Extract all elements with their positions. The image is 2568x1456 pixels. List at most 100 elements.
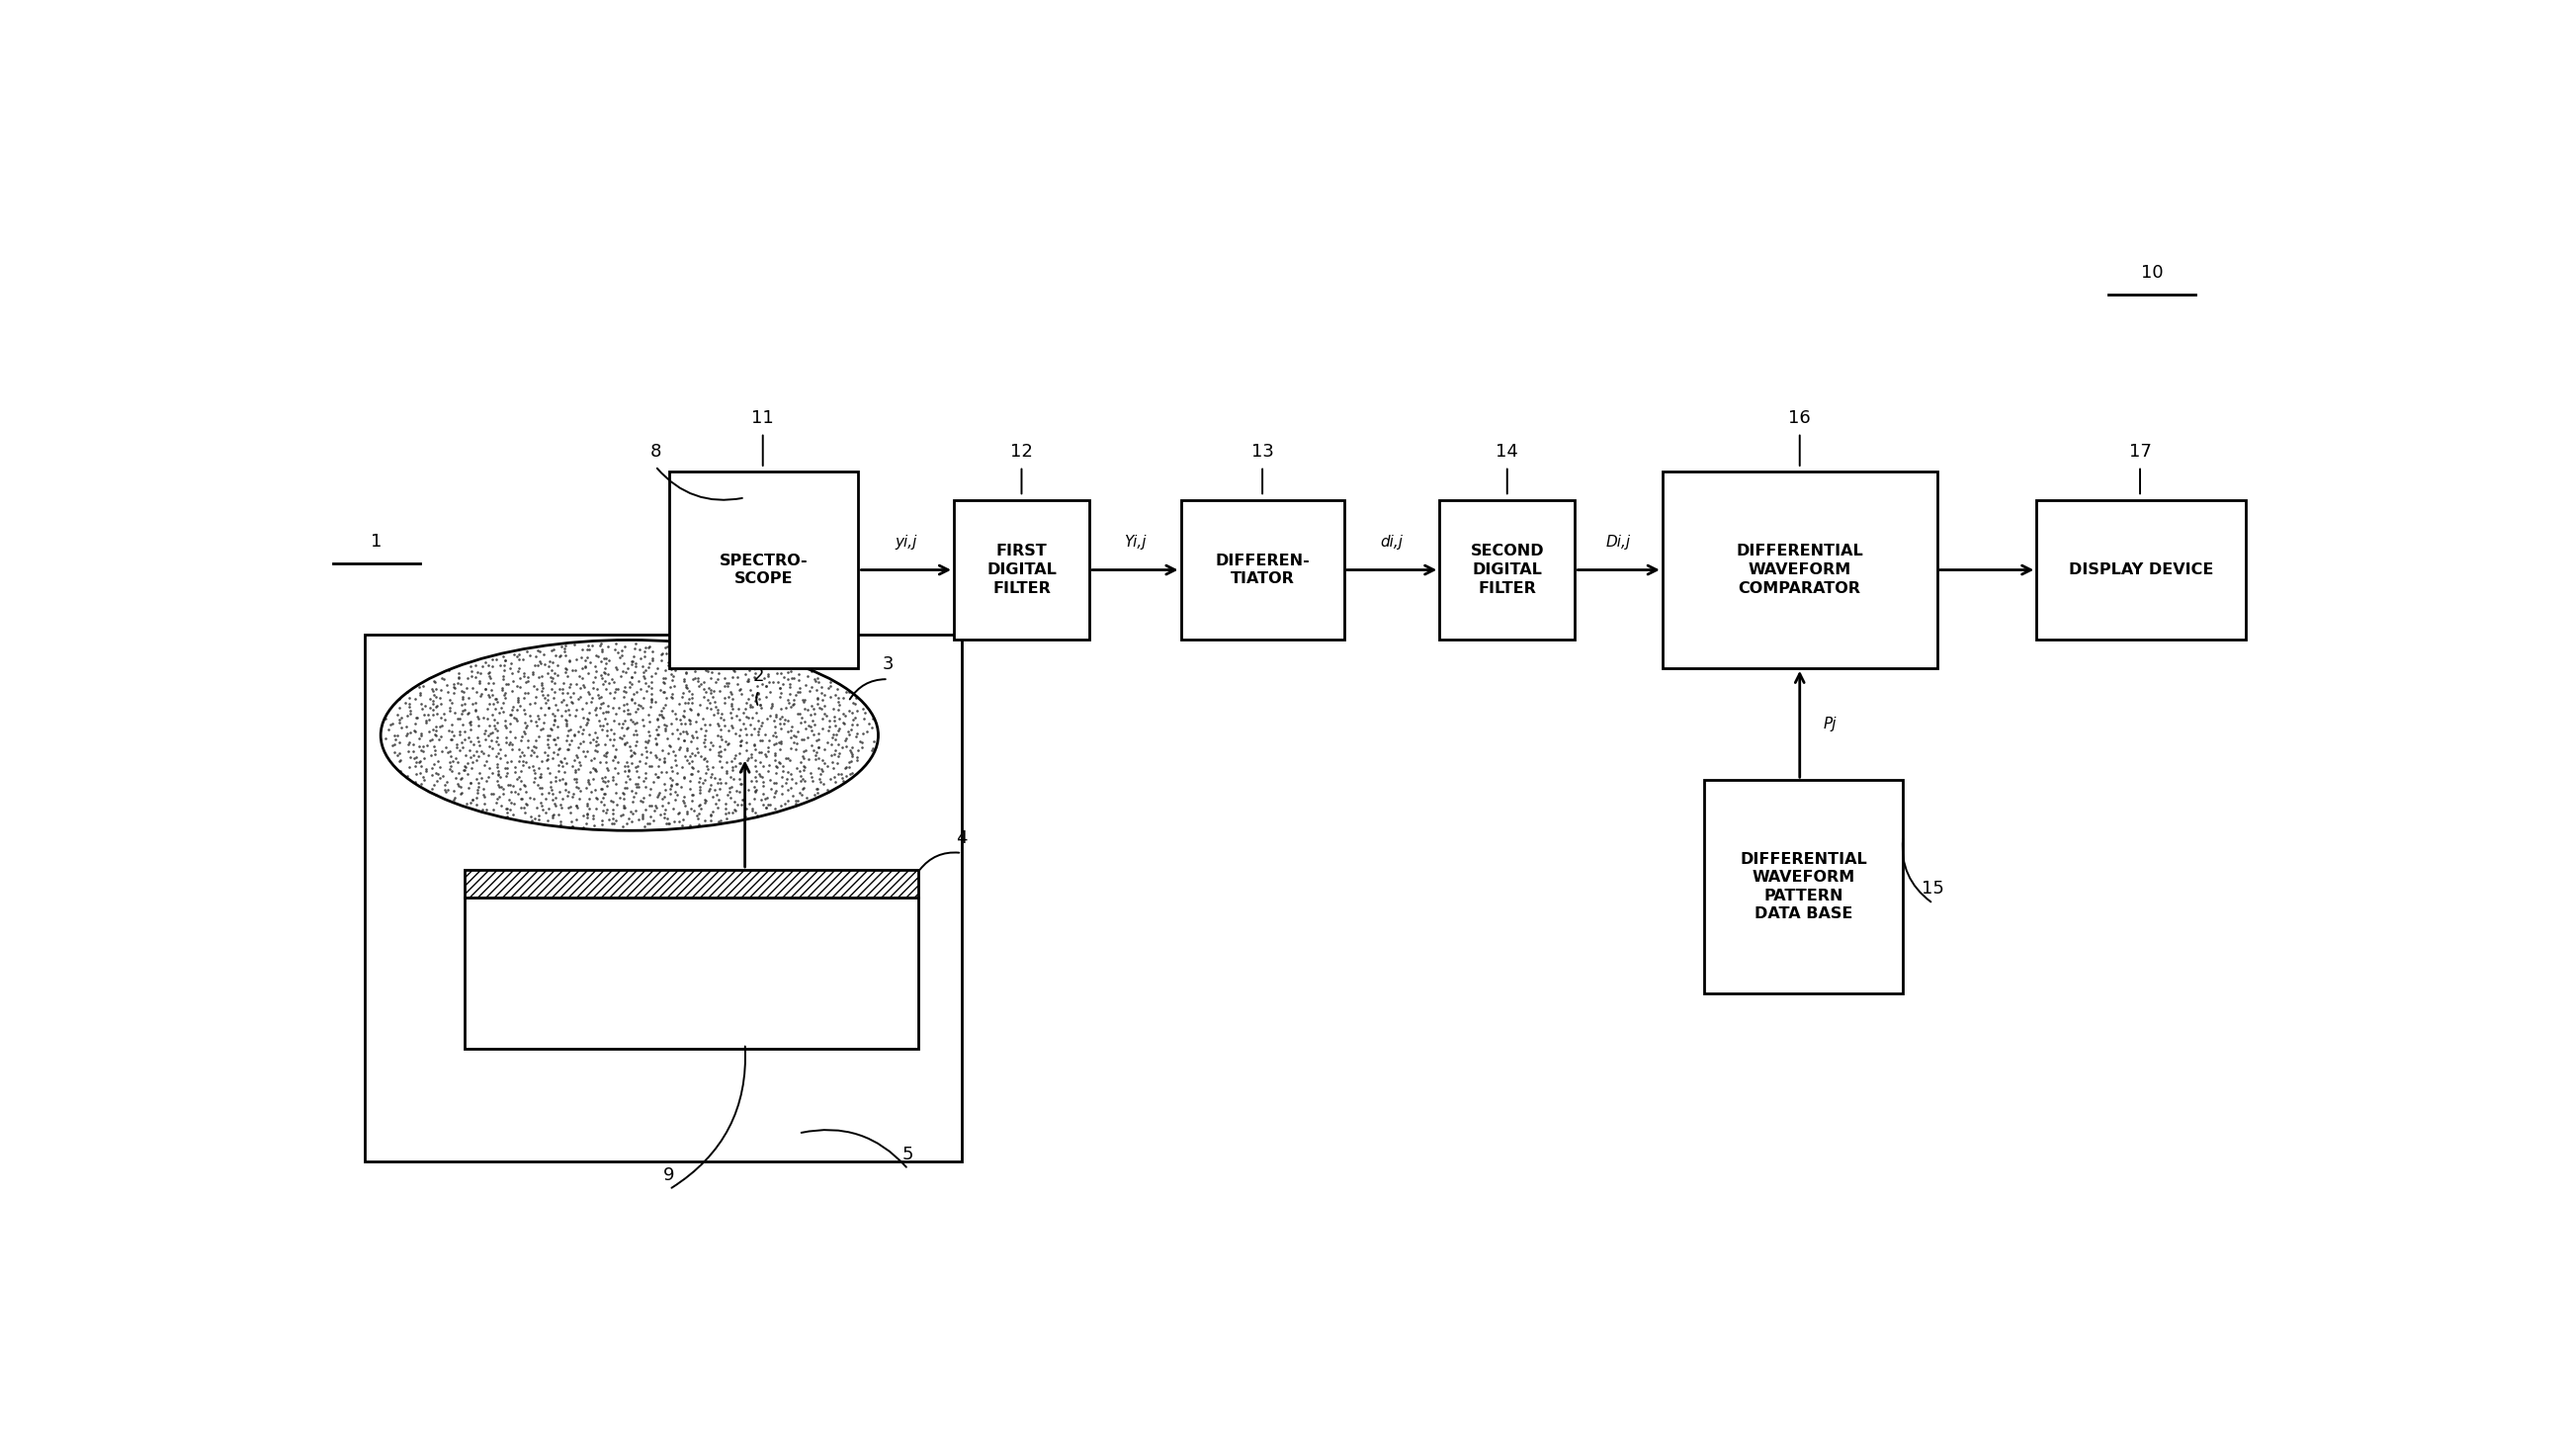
Point — [616, 652, 657, 676]
Point — [629, 778, 670, 801]
Point — [763, 792, 804, 815]
Point — [406, 734, 447, 757]
Point — [614, 741, 655, 764]
Point — [773, 665, 814, 689]
Point — [475, 716, 516, 740]
Point — [806, 731, 847, 754]
Point — [452, 660, 493, 683]
Point — [621, 713, 663, 737]
Point — [616, 734, 657, 757]
Point — [583, 702, 624, 725]
Point — [737, 804, 778, 827]
Point — [465, 651, 506, 674]
Text: SECOND
DIGITAL
FILTER: SECOND DIGITAL FILTER — [1471, 545, 1543, 596]
Point — [480, 738, 521, 761]
Point — [429, 658, 470, 681]
Point — [465, 754, 506, 778]
Point — [639, 703, 681, 727]
Point — [480, 775, 521, 798]
Point — [627, 680, 668, 703]
Point — [611, 799, 652, 823]
Point — [660, 735, 701, 759]
Point — [562, 697, 603, 721]
Point — [822, 711, 863, 734]
Point — [452, 676, 493, 699]
Point — [645, 812, 686, 836]
Point — [647, 635, 688, 658]
Point — [663, 705, 704, 728]
Point — [781, 728, 822, 751]
Point — [719, 678, 760, 702]
Point — [783, 754, 824, 778]
Point — [526, 655, 568, 678]
Point — [829, 680, 871, 703]
Point — [801, 681, 842, 705]
Point — [678, 693, 719, 716]
Point — [755, 754, 796, 778]
Point — [555, 761, 596, 785]
Point — [747, 794, 788, 817]
Point — [565, 745, 606, 769]
Point — [429, 740, 470, 763]
Point — [755, 796, 796, 820]
Point — [611, 791, 652, 814]
Point — [598, 761, 639, 785]
Point — [539, 644, 580, 667]
Point — [663, 756, 704, 779]
Point — [478, 770, 519, 794]
Point — [678, 670, 719, 693]
Point — [665, 676, 706, 699]
Point — [745, 745, 786, 769]
Point — [611, 779, 652, 802]
Point — [673, 725, 714, 748]
Point — [575, 696, 616, 719]
Point — [555, 744, 596, 767]
Point — [496, 709, 537, 732]
Point — [645, 807, 686, 830]
Point — [740, 713, 781, 737]
Point — [678, 702, 719, 725]
Point — [449, 654, 490, 677]
Point — [698, 741, 740, 764]
Point — [650, 756, 691, 779]
Point — [678, 770, 719, 794]
Point — [390, 745, 431, 769]
Point — [580, 718, 621, 741]
Point — [691, 678, 732, 702]
Point — [424, 702, 465, 725]
Point — [829, 724, 871, 747]
Point — [431, 692, 473, 715]
Point — [611, 665, 652, 689]
Point — [655, 744, 696, 767]
Point — [655, 748, 696, 772]
Point — [734, 748, 776, 772]
Point — [580, 808, 621, 831]
Point — [686, 641, 727, 664]
Point — [740, 740, 781, 763]
Point — [449, 702, 490, 725]
Point — [508, 735, 550, 759]
Point — [829, 738, 871, 761]
Point — [696, 655, 737, 678]
Point — [568, 680, 609, 703]
Point — [385, 715, 426, 738]
Point — [750, 729, 791, 753]
Point — [596, 745, 637, 769]
Point — [498, 648, 539, 671]
Point — [711, 715, 752, 738]
Point — [511, 709, 552, 732]
Point — [842, 735, 883, 759]
Point — [560, 664, 601, 687]
Point — [526, 744, 568, 767]
Point — [606, 731, 647, 754]
Point — [385, 692, 426, 715]
Point — [488, 732, 529, 756]
Point — [485, 681, 526, 705]
Point — [395, 712, 437, 735]
Point — [552, 660, 593, 683]
Point — [842, 722, 883, 745]
Point — [627, 703, 668, 727]
Point — [596, 750, 637, 773]
Point — [822, 767, 863, 791]
Point — [583, 671, 624, 695]
